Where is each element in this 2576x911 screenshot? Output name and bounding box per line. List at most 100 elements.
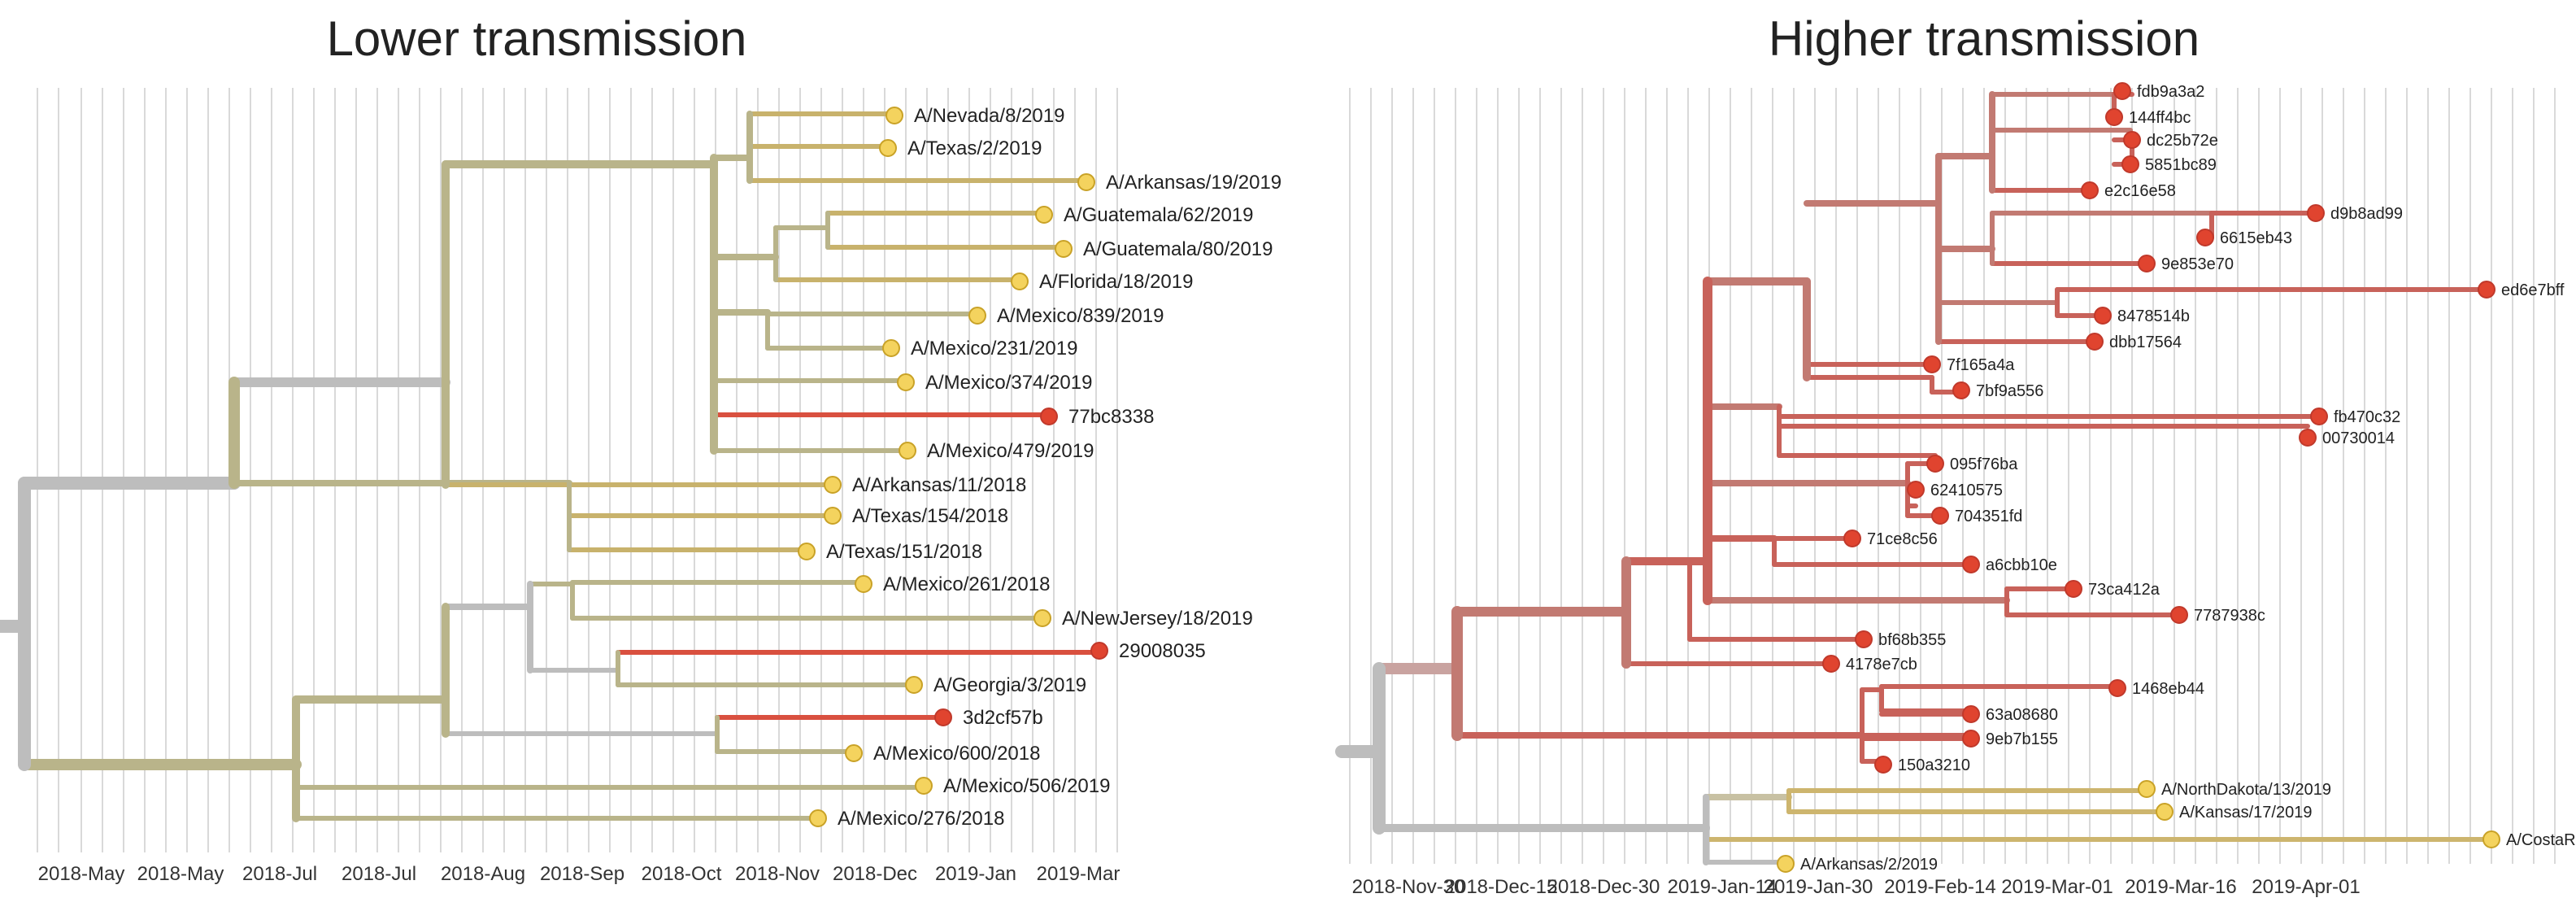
tip-node-a-mexico-506-2019[interactable]: [915, 777, 933, 795]
lower-transmission-grid: [37, 88, 1118, 852]
tip-label-a-kansas-17-2019: A/Kansas/17/2019: [2179, 804, 2312, 822]
tip-node-a-mexico-374-2019[interactable]: [897, 373, 915, 391]
tip-node-704351fd[interactable]: [1931, 507, 1949, 525]
time-tick-label: 2018-Dec-30: [1547, 876, 1660, 898]
tip-label-a-costari: A/CostaRi: [2506, 831, 2576, 849]
tip-label-a-mexico-479-2019: A/Mexico/479/2019: [927, 440, 1094, 462]
tip-node-a-guatemala-62-2019[interactable]: [1035, 206, 1053, 224]
tip-node-5851bc89[interactable]: [2121, 155, 2139, 173]
tip-label-3d2cf57b: 3d2cf57b: [963, 707, 1043, 729]
tip-node-a6cbb10e[interactable]: [1962, 556, 1980, 573]
tip-label-a-mexico-261-2018: A/Mexico/261/2018: [883, 573, 1050, 595]
time-tick-label: 2018-Oct: [642, 863, 722, 885]
tip-node-7bf9a556[interactable]: [1952, 381, 1970, 399]
tip-node-a-northdakota-13-2019[interactable]: [2138, 780, 2156, 798]
tip-node-d9b8ad99[interactable]: [2307, 204, 2325, 222]
tip-node-a-kansas-17-2019[interactable]: [2156, 803, 2174, 821]
higher-transmission-title: Higher transmission: [1769, 11, 2200, 66]
tip-label-a6cbb10e: a6cbb10e: [1986, 556, 2057, 574]
tip-node-7f165a4a[interactable]: [1923, 355, 1941, 373]
time-tick-label: 2019-Apr-01: [2252, 876, 2360, 898]
tip-label-9eb7b155: 9eb7b155: [1986, 730, 2058, 748]
tip-label-62410575: 62410575: [1930, 482, 2003, 499]
lower-transmission-title: Lower transmission: [327, 11, 747, 66]
tip-node-73ca412a[interactable]: [2065, 580, 2082, 598]
tip-node-a-costari[interactable]: [2482, 830, 2500, 848]
tip-node-9eb7b155[interactable]: [1962, 730, 1980, 748]
tip-label-dbb17564: dbb17564: [2109, 333, 2182, 351]
tip-node-9e853e70[interactable]: [2138, 255, 2156, 272]
tip-label-7bf9a556: 7bf9a556: [1976, 382, 2043, 400]
tip-node-bf68b355[interactable]: [1855, 630, 1873, 648]
tip-label-a-mexico-839-2019: A/Mexico/839/2019: [997, 305, 1164, 327]
tip-node-ed6e7bff[interactable]: [2478, 281, 2496, 299]
tip-label-6615eb43: 6615eb43: [2220, 229, 2292, 247]
tip-node-095f76ba[interactable]: [1926, 455, 1944, 473]
tip-node-77bc8338[interactable]: [1040, 408, 1058, 425]
tip-label-e2c16e58: e2c16e58: [2104, 182, 2176, 200]
tip-node-a-florida-18-2019[interactable]: [1011, 272, 1029, 290]
tip-node-a-mexico-276-2018[interactable]: [809, 809, 827, 827]
tip-node-a-texas-2-2019[interactable]: [879, 139, 897, 157]
tip-node-a-georgia-3-2019[interactable]: [905, 676, 923, 694]
tip-node-29008035[interactable]: [1090, 642, 1108, 660]
tip-label-a-mexico-374-2019: A/Mexico/374/2019: [925, 372, 1092, 394]
time-tick-label: 2019-Mar-16: [2125, 876, 2236, 898]
time-tick-label: 2018-Nov-30: [1352, 876, 1465, 898]
tip-label-a-guatemala-80-2019: A/Guatemala/80/2019: [1083, 238, 1273, 260]
tip-node-a-arkansas-19-2019[interactable]: [1077, 173, 1095, 191]
tip-node-a-texas-151-2018[interactable]: [798, 543, 816, 560]
tip-node-a-mexico-479-2019[interactable]: [899, 442, 916, 460]
tip-node-3d2cf57b[interactable]: [934, 708, 952, 726]
tip-label-a-mexico-231-2019: A/Mexico/231/2019: [911, 338, 1077, 360]
tip-label-a-texas-154-2018: A/Texas/154/2018: [852, 505, 1008, 527]
tip-node-00730014[interactable]: [2299, 429, 2317, 447]
higher-transmission-branches: [1335, 91, 2494, 865]
tip-node-144ff4bc[interactable]: [2105, 108, 2123, 126]
tip-node-a-nevada-8-2019[interactable]: [886, 107, 903, 124]
tip-node-fb470c32[interactable]: [2310, 408, 2328, 425]
tip-node-7787938c[interactable]: [2170, 606, 2188, 624]
tip-node-a-arkansas-2-2019[interactable]: [1777, 855, 1795, 873]
tip-label-a-georgia-3-2019: A/Georgia/3/2019: [933, 674, 1086, 696]
tip-node-a-texas-154-2018[interactable]: [824, 507, 842, 525]
tip-node-fdb9a3a2[interactable]: [2113, 82, 2131, 100]
tip-node-63a08680[interactable]: [1962, 705, 1980, 723]
tip-label-00730014: 00730014: [2322, 429, 2395, 447]
tip-node-e2c16e58[interactable]: [2081, 181, 2099, 199]
tip-node-a-guatemala-80-2019[interactable]: [1055, 240, 1073, 258]
time-tick-label: 2019-Feb-14: [1884, 876, 1995, 898]
tip-label-a-florida-18-2019: A/Florida/18/2019: [1039, 271, 1193, 293]
tip-label-dc25b72e: dc25b72e: [2147, 132, 2218, 150]
tip-label-a-arkansas-2-2019: A/Arkansas/2/2019: [1800, 856, 1938, 874]
tip-node-4178e7cb[interactable]: [1822, 655, 1840, 673]
tip-node-a-mexico-839-2019[interactable]: [968, 307, 986, 325]
tip-node-1468eb44[interactable]: [2108, 679, 2126, 697]
tip-node-a-mexico-261-2018[interactable]: [855, 575, 872, 593]
tip-node-150a3210[interactable]: [1874, 756, 1892, 774]
time-tick-label: 2018-May: [137, 863, 224, 885]
tip-label-a-mexico-600-2018: A/Mexico/600/2018: [873, 743, 1040, 765]
tip-node-a-mexico-231-2019[interactable]: [882, 339, 900, 357]
time-tick-label: 2018-May: [38, 863, 125, 885]
tip-node-8478514b[interactable]: [2094, 307, 2112, 325]
time-tick-label: 2018-Dec-15: [1445, 876, 1558, 898]
time-tick-label: 2019-Jan-30: [1764, 876, 1873, 898]
tip-node-dbb17564[interactable]: [2086, 333, 2104, 351]
time-tick-label: 2019-Jan-14: [1668, 876, 1778, 898]
tip-label-704351fd: 704351fd: [1955, 508, 2022, 525]
tip-label-a-newjersey-18-2019: A/NewJersey/18/2019: [1062, 608, 1253, 630]
tip-node-a-arkansas-11-2018[interactable]: [824, 476, 842, 494]
tip-node-a-newjersey-18-2019[interactable]: [1033, 609, 1051, 627]
tip-label-71ce8c56: 71ce8c56: [1867, 530, 1938, 548]
tip-node-6615eb43[interactable]: [2196, 229, 2214, 246]
tip-node-62410575[interactable]: [1907, 481, 1925, 499]
tip-node-a-mexico-600-2018[interactable]: [845, 744, 863, 762]
tip-node-dc25b72e[interactable]: [2123, 131, 2141, 149]
tip-label-a-northdakota-13-2019: A/NorthDakota/13/2019: [2161, 781, 2331, 799]
tip-label-5851bc89: 5851bc89: [2145, 156, 2217, 174]
tip-node-71ce8c56[interactable]: [1843, 530, 1861, 547]
tip-label-bf68b355: bf68b355: [1878, 631, 1946, 649]
tip-label-fb470c32: fb470c32: [2334, 408, 2400, 426]
tip-label-a-nevada-8-2019: A/Nevada/8/2019: [914, 105, 1064, 127]
